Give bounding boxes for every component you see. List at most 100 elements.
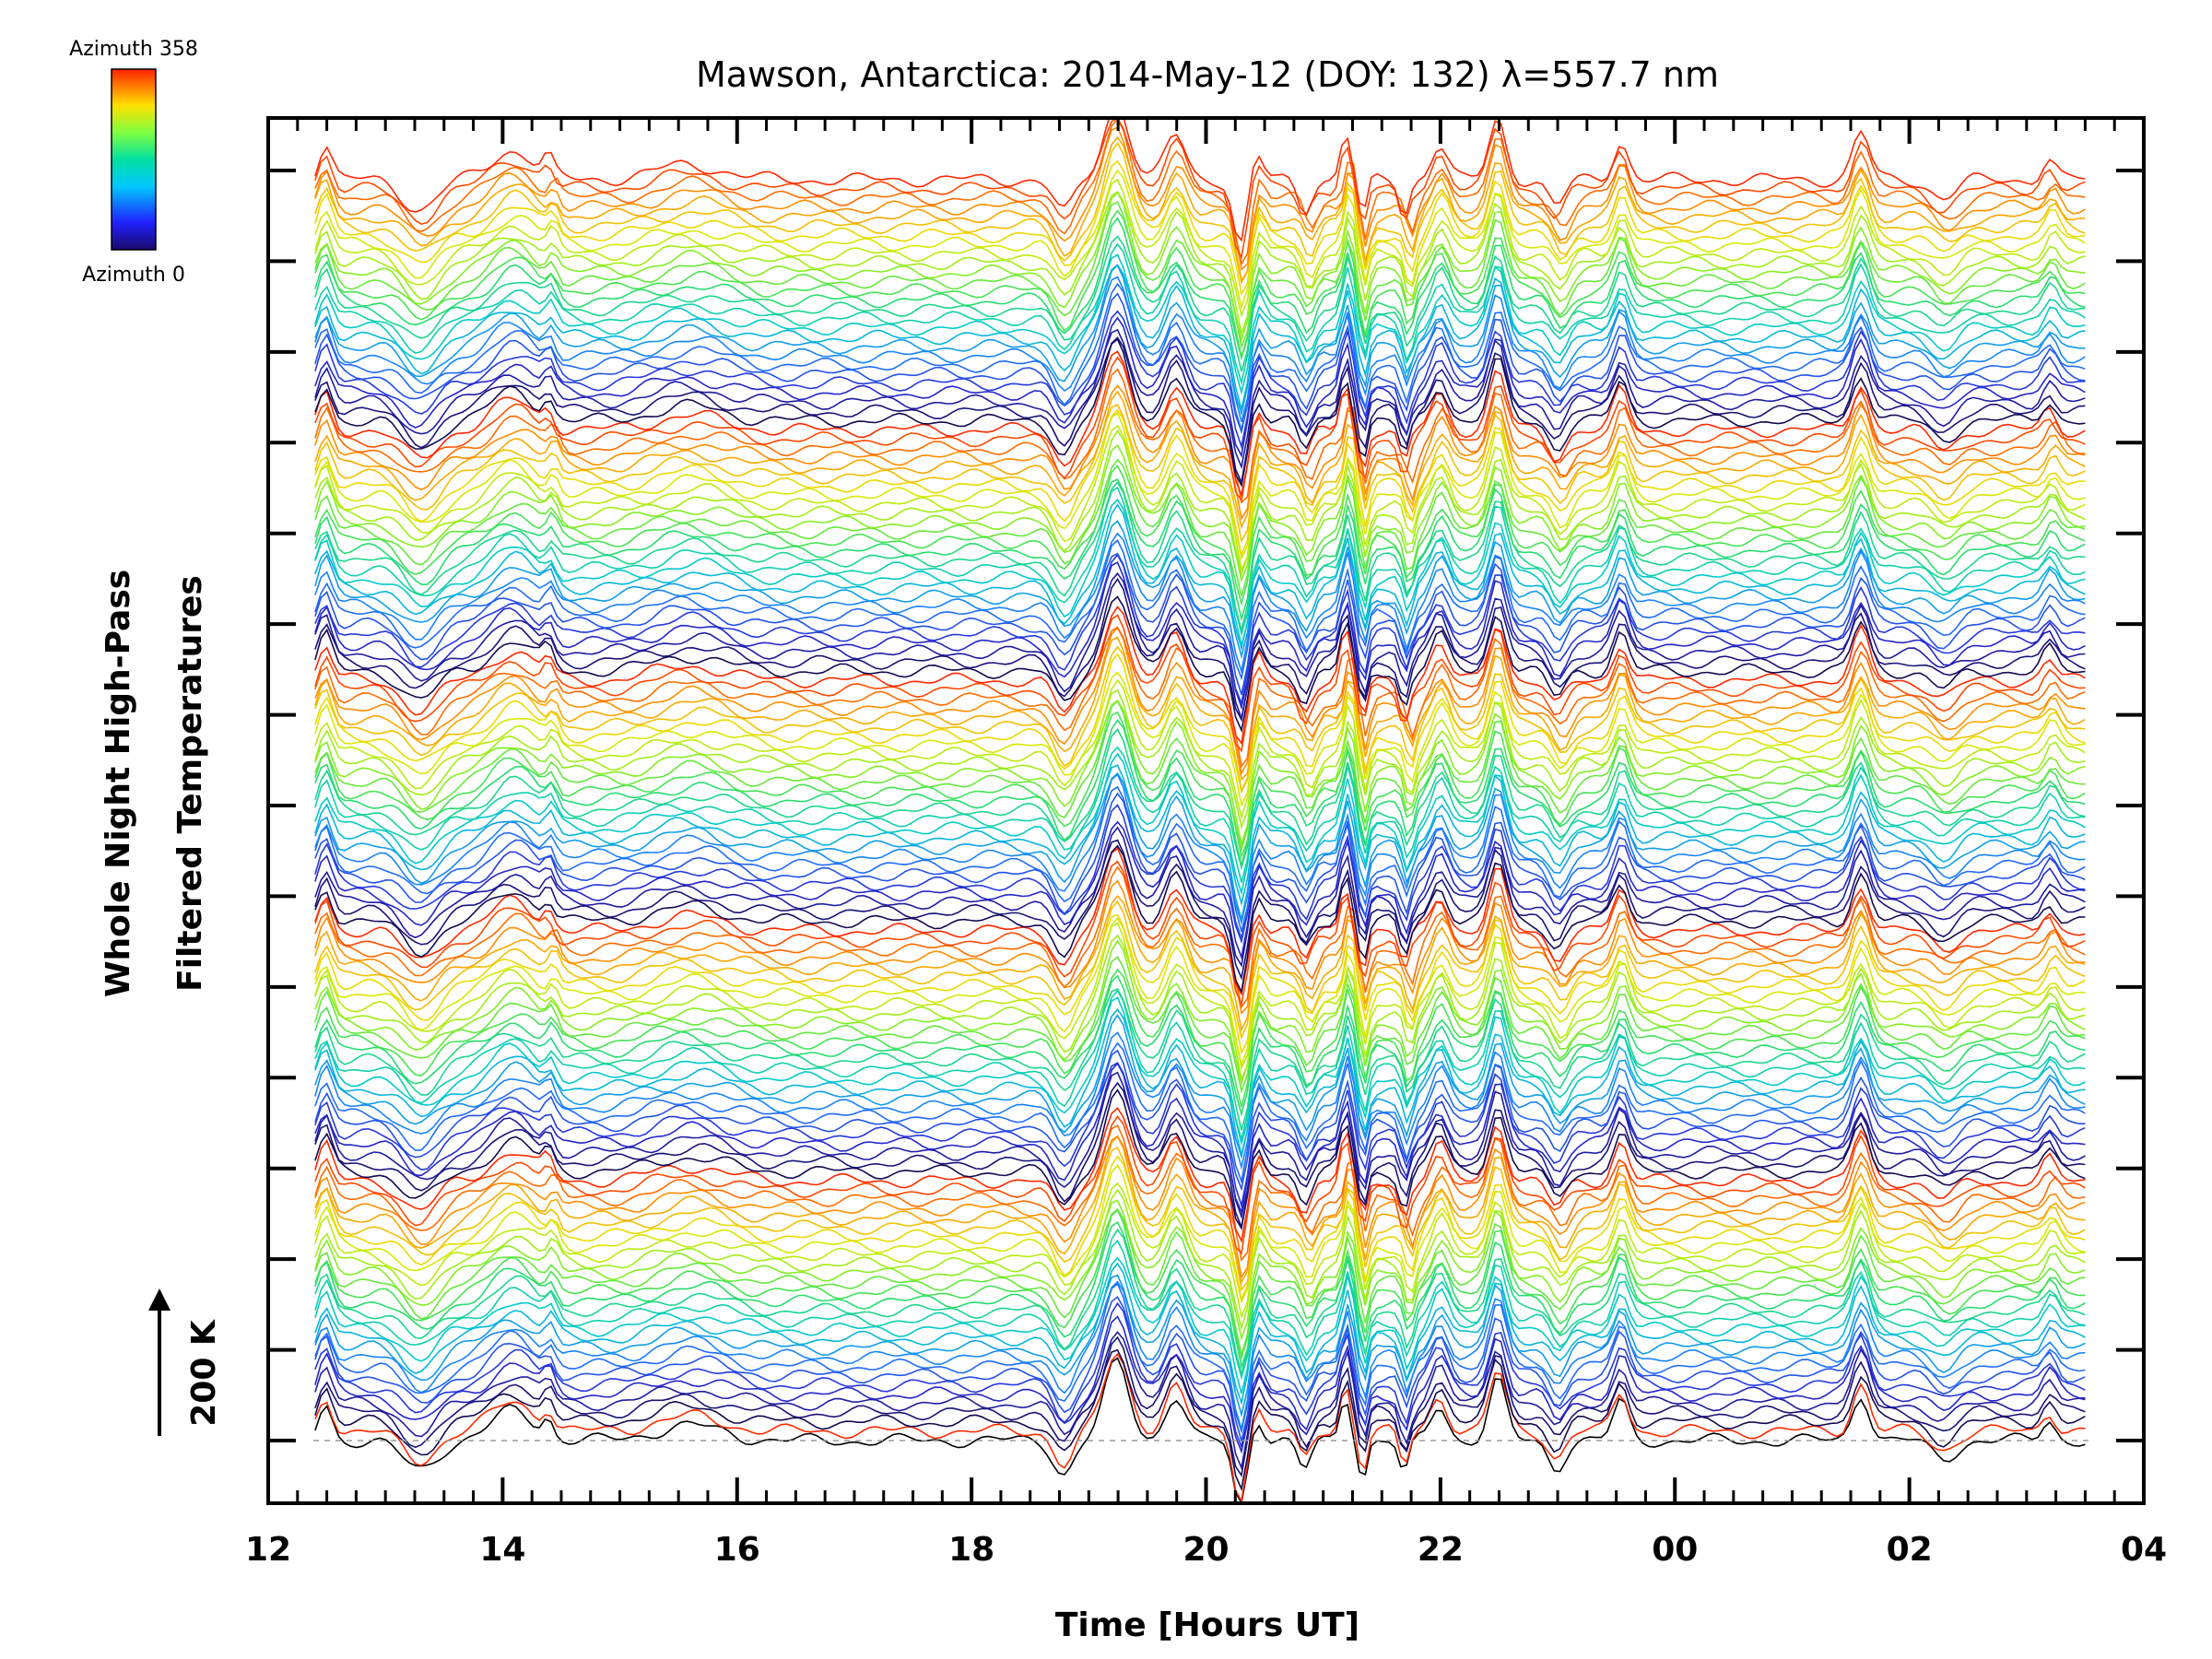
series-line-51: [314, 894, 2086, 1032]
axis-ticks: [266, 118, 2146, 1503]
series-line-2: [314, 1348, 2086, 1492]
series-line-68: [314, 727, 2086, 871]
series-line-92: [314, 503, 2086, 652]
series-line-96: [314, 478, 2086, 622]
chart-title: Mawson, Antarctica: 2014-May-12 (DOY: 13…: [696, 54, 1719, 95]
series-line-97: [314, 465, 2086, 606]
series-line-0: [314, 1357, 2086, 1503]
series-line-8: [314, 1282, 2086, 1434]
series-line-63: [314, 772, 2086, 925]
series-line-50: [314, 900, 2086, 1041]
series-line-69: [314, 719, 2086, 866]
x-tick-label: 00: [1652, 1531, 1698, 1569]
series-line-125: [314, 201, 2086, 350]
series-line-45: [314, 939, 2086, 1086]
series-line-101: [314, 424, 2086, 572]
series-line-55: [314, 847, 2086, 996]
scale-arrow-icon: [148, 1288, 171, 1311]
series-line-40: [314, 989, 2086, 1140]
series-line-116: [314, 282, 2086, 433]
series-line-121: [314, 242, 2086, 386]
series-line-78: [314, 636, 2086, 782]
series-line-89: [314, 538, 2086, 681]
series-line-133: [314, 126, 2086, 271]
series-line-14: [314, 1228, 2086, 1375]
x-axis-label: Time [Hours UT]: [1055, 1606, 1359, 1644]
series-line-3: [314, 1335, 2086, 1477]
series-line-79: [314, 626, 2086, 776]
series-line-33: [314, 1062, 2086, 1208]
y-axis-label-line1: Whole Night High-Pass: [100, 570, 137, 997]
series-line-57: [314, 839, 2086, 981]
series-line-109: [314, 350, 2086, 498]
series-line-41: [314, 987, 2086, 1131]
series-line-111: [314, 336, 2086, 486]
series-line-95: [314, 481, 2086, 631]
series-line-77: [314, 645, 2086, 793]
series-line-100: [314, 429, 2086, 577]
series-line-86: [314, 561, 2086, 711]
colorbar-max-label: Azimuth 358: [69, 38, 198, 61]
series-line-46: [314, 934, 2086, 1082]
series-line-73: [314, 688, 2086, 830]
series-line-114: [314, 310, 2086, 450]
series-line-12: [314, 1256, 2086, 1394]
series-line-43: [314, 968, 2086, 1108]
series-line-56: [314, 844, 2086, 994]
series-line-76: [314, 653, 2086, 794]
series-line-88: [314, 552, 2086, 695]
series-line-90: [314, 532, 2086, 675]
series-line-122: [314, 235, 2086, 372]
series-line-16: [314, 1208, 2086, 1361]
series-line-132: [314, 135, 2086, 283]
series-line-26: [314, 1124, 2086, 1262]
series-line-119: [314, 264, 2086, 410]
series-line-64: [314, 771, 2086, 920]
series-line-58: [314, 826, 2086, 968]
x-tick-label: 18: [948, 1531, 994, 1569]
series-line-85: [314, 571, 2086, 722]
y-axis-label-line2: Filtered Temperatures: [171, 575, 209, 992]
series-line-60: [314, 804, 2086, 945]
series-line-24: [314, 1135, 2086, 1285]
series-line-37: [314, 1014, 2086, 1159]
series-line-80: [314, 626, 2086, 769]
series-line-98: [314, 458, 2086, 596]
series-line-62: [314, 785, 2086, 933]
series-group: [314, 118, 2086, 1503]
scale-bar: [148, 1288, 171, 1436]
x-tick-label: 14: [479, 1531, 525, 1569]
series-line-61: [314, 792, 2086, 942]
colorbar-min-label: Azimuth 0: [82, 264, 185, 287]
series-line-29: [314, 1088, 2086, 1230]
x-tick-labels: 12 14 16 18 20 22 00 02 04: [245, 1531, 2167, 1569]
series-line-83: [314, 595, 2086, 733]
x-tick-label: 04: [2121, 1531, 2167, 1569]
series-line-7: [314, 1296, 2086, 1441]
series-line-129: [314, 169, 2086, 311]
series-line-59: [314, 820, 2086, 960]
series-line-82: [314, 606, 2086, 746]
series-line-128: [314, 178, 2086, 319]
series-line-130: [314, 159, 2086, 297]
series-line-21: [314, 1163, 2086, 1304]
series-line-84: [314, 577, 2086, 723]
series-line-42: [314, 974, 2086, 1117]
series-line-94: [314, 486, 2086, 637]
series-line-113: [314, 316, 2086, 458]
series-line-34: [314, 1049, 2086, 1192]
series-line-115: [314, 292, 2086, 435]
series-line-124: [314, 209, 2086, 358]
series-line-19: [314, 1188, 2086, 1331]
series-line-13: [314, 1239, 2086, 1381]
series-line-104: [314, 404, 2086, 544]
series-line-136: [314, 118, 2086, 242]
series-line-4: [314, 1331, 2086, 1471]
series-line-134: [314, 118, 2086, 266]
series-line-120: [314, 253, 2086, 395]
series-line-66: [314, 752, 2086, 896]
series-line-107: [314, 368, 2086, 504]
series-line-9: [314, 1280, 2086, 1430]
series-line-108: [314, 356, 2086, 503]
